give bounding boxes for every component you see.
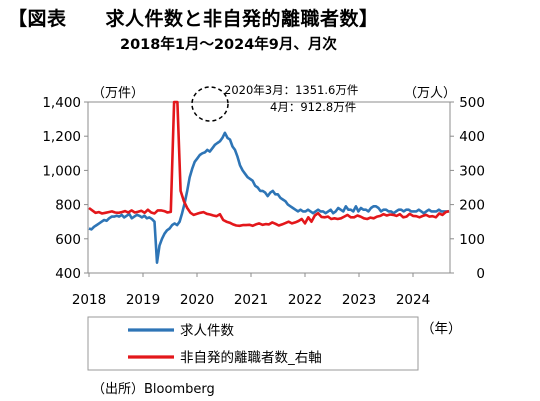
y-right-tick-label: 300: [459, 163, 485, 179]
y-left-tick-label: 600: [55, 232, 81, 248]
x-tick-label: 2024: [396, 292, 430, 308]
legend: 求人件数 非自発的離職者数_右軸: [87, 316, 419, 371]
x-tick-label: 2023: [342, 292, 376, 308]
legend-label-job-openings: 求人件数: [180, 323, 234, 339]
y-left-tick-label: 1,000: [42, 163, 81, 179]
plot-area-frame: [87, 101, 451, 274]
annotation-april: 4月：912.8万件: [270, 100, 356, 114]
y-right-tick-label: 500: [459, 95, 485, 111]
chart-title: 【図表 求人件数と非自発的離職者数】: [8, 8, 379, 30]
chart-axes: 400 600 800 1,000 1,200 1,400 0 100 200 300 400 500…: [42, 95, 485, 308]
annotation-march: 2020年3月：1351.6万件: [224, 83, 358, 97]
y-left-tick-label: 1,200: [42, 129, 81, 145]
x-axis-unit: （年）: [421, 321, 462, 337]
legend-label-involuntary-separations: 非自発的離職者数_右軸: [180, 350, 322, 366]
y-left-tick-label: 1,400: [42, 95, 81, 111]
series-line-job-openings: [88, 131, 449, 265]
series-line-involuntary-separations: [88, 100, 450, 228]
x-tick-label: 2018: [72, 292, 106, 308]
x-tick-label: 2020: [180, 292, 214, 308]
chart-series: [88, 100, 450, 265]
x-tick-label: 2021: [234, 292, 268, 308]
legend-box: [87, 316, 419, 371]
highlight-circle: [191, 86, 229, 122]
y-right-tick-label: 400: [459, 129, 485, 145]
y-right-tick-label: 0: [476, 266, 485, 282]
right-axis-unit: （万人）: [404, 86, 457, 101]
y-right-tick-label: 100: [459, 232, 485, 248]
y-right-tick-label: 200: [459, 198, 485, 214]
y-left-tick-label: 800: [55, 198, 81, 214]
source-note: （出所）Bloomberg: [92, 382, 215, 397]
y-left-tick-label: 400: [55, 266, 81, 282]
chart-subtitle: 2018年1月～2024年9月、月次: [120, 37, 337, 53]
x-tick-label: 2022: [288, 292, 322, 308]
left-axis-unit: （万件）: [92, 86, 145, 101]
x-tick-label: 2019: [126, 292, 160, 308]
